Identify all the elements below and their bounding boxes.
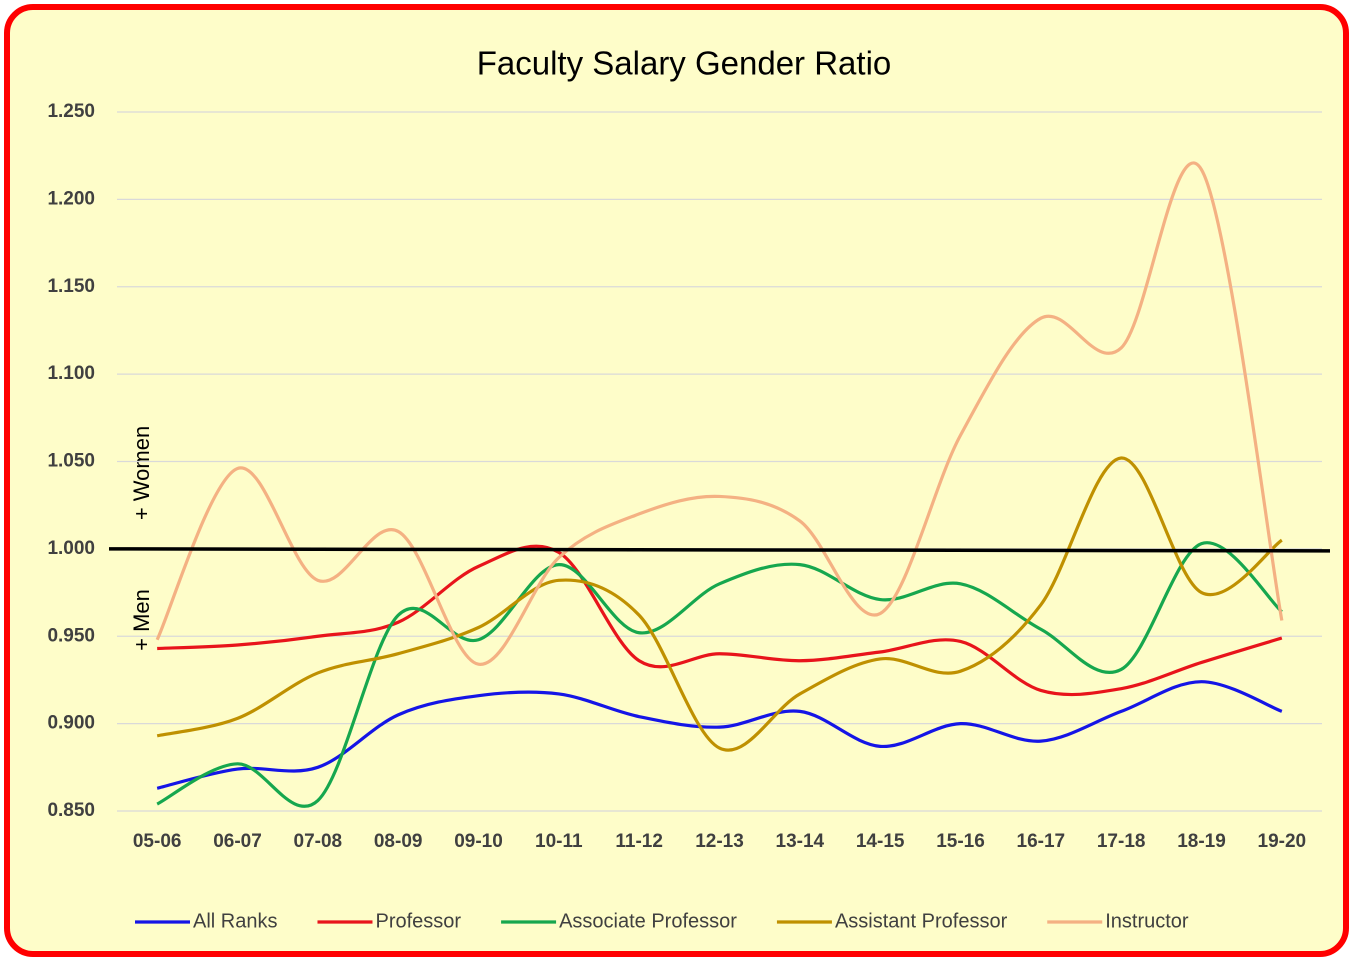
x-tick-label: 11-12 [615, 831, 663, 852]
x-tick-label: 10-11 [535, 831, 583, 852]
x-tick-label: 14-15 [856, 831, 905, 852]
chart-frame [4, 4, 1349, 957]
legend-label: Instructor [1105, 910, 1189, 932]
legend-label: Associate Professor [559, 910, 737, 932]
x-tick-label: 08-09 [374, 831, 423, 852]
x-tick-label: 13-14 [776, 831, 825, 852]
y-tick-label: 0.950 [47, 625, 95, 646]
annotation: + Women [129, 426, 154, 520]
y-tick-label: 1.000 [47, 538, 95, 559]
annotation: + Men [129, 589, 154, 651]
x-tick-label: 17-18 [1097, 831, 1146, 852]
legend-label: Assistant Professor [835, 910, 1008, 932]
y-tick-label: 0.850 [47, 800, 95, 821]
x-tick-label: 19-20 [1258, 831, 1307, 852]
y-tick-label: 1.150 [47, 276, 95, 297]
x-tick-label: 12-13 [695, 831, 744, 852]
y-tick-label: 1.050 [47, 451, 95, 472]
legend-label: Professor [375, 910, 461, 932]
x-tick-label: 06-07 [213, 831, 262, 852]
series-line [155, 161, 1284, 666]
x-tick-label: 16-17 [1017, 831, 1066, 852]
y-tick-label: 1.100 [47, 363, 95, 384]
x-tick-label: 07-08 [294, 831, 343, 852]
reference-line [108, 547, 1331, 553]
series-line [157, 544, 1283, 697]
x-tick-label: 15-16 [936, 831, 985, 852]
legend-label: All Ranks [193, 910, 277, 932]
y-tick-label: 1.200 [47, 188, 95, 209]
x-tick-label: 05-06 [133, 831, 182, 852]
series-line [156, 541, 1283, 808]
y-tick-label: 0.900 [47, 713, 95, 734]
y-tick-label: 1.250 [47, 101, 95, 122]
chart-title: Faculty Salary Gender Ratio [477, 45, 892, 82]
x-tick-label: 18-19 [1177, 831, 1226, 852]
x-tick-label: 09-10 [454, 831, 503, 852]
series-line [156, 456, 1283, 752]
